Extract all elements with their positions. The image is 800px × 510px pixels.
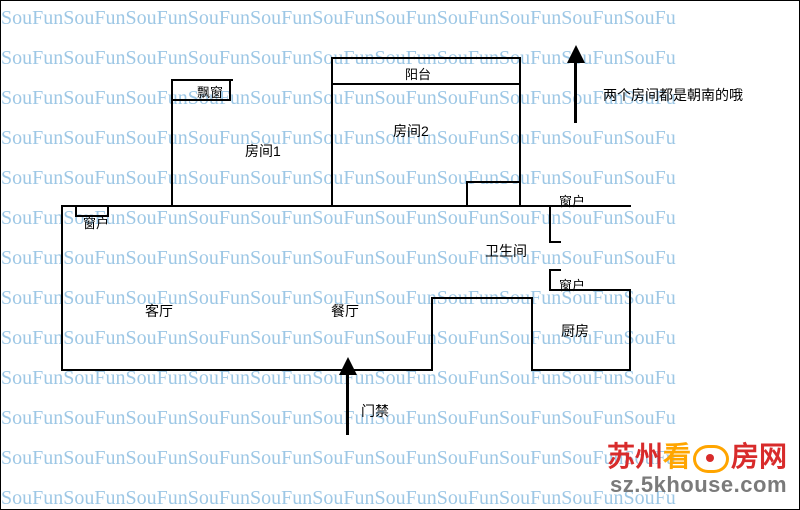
label-yangtai: 阳台 (405, 64, 431, 83)
wall-segment (331, 57, 333, 207)
wall-segment (549, 269, 551, 291)
wall-segment (431, 297, 531, 299)
watermark-row: SouFunSouFunSouFunSouFunSouFunSouFunSouF… (1, 207, 799, 230)
wall-segment (549, 269, 561, 271)
wall-segment (519, 57, 521, 207)
wall-segment (466, 181, 521, 183)
floorplan-canvas: SouFunSouFunSouFunSouFunSouFunSouFunSouF… (0, 0, 800, 510)
label-chuanghu-1: 窗户 (83, 213, 109, 232)
wall-segment (331, 57, 521, 59)
wall-segment (431, 297, 433, 371)
watermark-row: SouFunSouFunSouFunSouFunSouFunSouFunSouF… (1, 407, 799, 430)
watermark-row: SouFunSouFunSouFunSouFunSouFunSouFunSouF… (1, 327, 799, 350)
logo-text-suffix: 房网 (731, 441, 787, 472)
wall-segment (531, 297, 533, 371)
wall-segment (61, 369, 431, 371)
site-logo: 苏州看 房网 sz.5khouse.com (607, 442, 787, 497)
label-chuanghu-3: 窗户 (559, 275, 585, 294)
wall-segment (549, 241, 561, 243)
entrance-arrow-icon (339, 357, 357, 437)
logo-text-prefix: 苏州 (607, 441, 663, 472)
watermark-row: SouFunSouFunSouFunSouFunSouFunSouFunSouF… (1, 7, 799, 30)
label-weishengjian: 卫生间 (485, 241, 527, 261)
wall-segment (466, 181, 468, 207)
watermark-row: SouFunSouFunSouFunSouFunSouFunSouFunSouF… (1, 167, 799, 190)
watermark-row: SouFunSouFunSouFunSouFunSouFunSouFunSouF… (1, 247, 799, 270)
wall-segment (629, 289, 631, 371)
north-arrow-icon (567, 45, 585, 125)
label-menjin: 门禁 (361, 401, 389, 421)
label-piaochuang: 飘窗 (197, 82, 223, 101)
wall-segment (61, 205, 551, 207)
wall-segment (549, 205, 551, 241)
label-fangjian1: 房间1 (245, 141, 281, 161)
logo-url: sz.5khouse.com (607, 473, 787, 497)
label-canting: 餐厅 (331, 301, 359, 321)
label-fangjian2: 房间2 (393, 121, 429, 141)
wall-segment (331, 83, 521, 85)
wall-segment (171, 79, 233, 81)
wall-segment (61, 205, 63, 369)
wall-segment (531, 369, 631, 371)
label-note-south-facing: 两个房间都是朝南的哦 (603, 85, 743, 105)
label-chuanghu-2: 窗户 (559, 191, 585, 210)
watermark-row: SouFunSouFunSouFunSouFunSouFunSouFunSouF… (1, 287, 799, 310)
logo-text-mid: 看 (663, 441, 691, 472)
logo-eye-icon (693, 445, 729, 473)
label-chufang: 厨房 (561, 321, 589, 341)
wall-segment (229, 79, 231, 101)
label-keting: 客厅 (145, 301, 173, 321)
